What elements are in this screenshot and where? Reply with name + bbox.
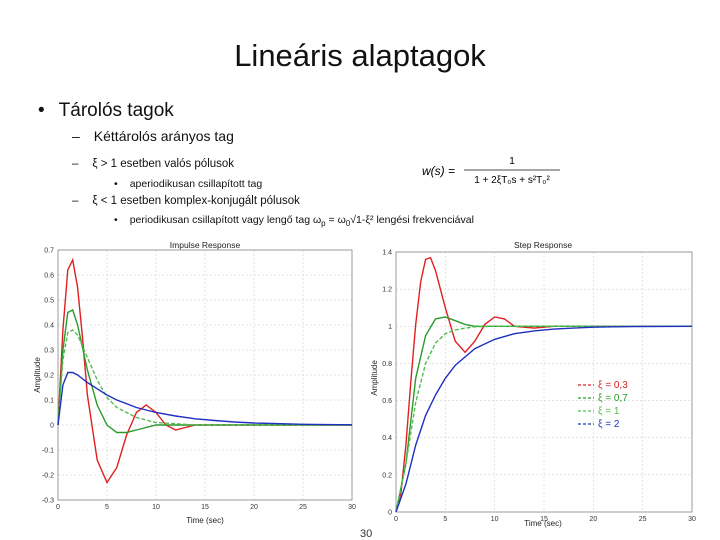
y-tick-label: -0.1: [42, 448, 54, 455]
y-tick-label: 0.8: [382, 361, 392, 368]
x-tick-label: 25: [639, 516, 647, 523]
transfer-function-formula: w(s) = 1 1 + 2ξT₀s + s²T₀²: [422, 156, 560, 186]
impulse-response-chart: Impulse Response 0 5 10 15 20 25 30 -0.3 -0.2 -0.…: [32, 238, 362, 528]
series-line-1: [57, 257, 352, 484]
y-tick-label: 0.4: [382, 435, 392, 442]
bullet-level4-b: • periodikusan csillapított vagy lengő ta…: [114, 214, 474, 228]
y-tick-label: 0.2: [44, 373, 54, 380]
legend-label: ξ = 2: [598, 419, 620, 430]
x-tick-label: 0: [394, 516, 398, 523]
bullet-level4-b-sub-0: 0: [345, 219, 351, 229]
tick-labels: 0 5 10 15 20 25 30 -0.3 -0.2 -0.1 0 0.1 0.2 0.3 0.4 0.5…: [42, 248, 356, 512]
x-tick-label: 30: [348, 504, 356, 511]
dash-marker: –: [72, 158, 79, 170]
bullet-level3-b: – ξ < 1 esetben komplex-konjugált pólusok: [72, 195, 300, 207]
bullet-dot: •: [114, 178, 118, 190]
formula-denominator: 1 + 2ξT₀s + s²T₀²: [474, 175, 550, 186]
bullet-level1: • Tárolós tagok: [38, 100, 174, 122]
y-tick-label: -0.2: [42, 473, 54, 480]
x-tick-label: 10: [491, 516, 499, 523]
y-axis-label: Amplitude: [33, 357, 42, 393]
series-line-4: [57, 371, 353, 426]
x-tick-label: 15: [540, 516, 548, 523]
x-tick-label: 20: [589, 516, 597, 523]
y-axis-label: Amplitude: [370, 360, 379, 396]
series-lines: [57, 257, 353, 484]
x-tick-label: 30: [688, 516, 696, 523]
y-tick-label: 0: [50, 423, 54, 430]
x-tick-label: 5: [105, 504, 109, 511]
y-tick-label: -0.3: [42, 498, 54, 505]
bullet-level4-b-text-a: periodikusan csillapított vagy lengő tag…: [129, 214, 322, 226]
bullet-level3-a: – ξ > 1 esetben valós pólusok: [72, 158, 234, 170]
bullet-level4-a-text: aperiodikusan csillapított tag: [129, 178, 263, 190]
bullet-level4-b-sub-p: p: [321, 219, 326, 229]
legend-label: ξ = 0,3: [598, 380, 628, 391]
y-tick-label: 1.2: [382, 287, 392, 294]
series-line-2: [57, 309, 352, 434]
page-number: 30: [360, 528, 373, 540]
bullet-dot: •: [38, 100, 45, 121]
x-tick-label: 25: [299, 504, 307, 511]
series-line-3: [395, 325, 692, 513]
series-line-1: [395, 256, 692, 513]
x-tick-label: 20: [250, 504, 258, 511]
x-tick-label: 15: [201, 504, 209, 511]
y-tick-label: 1: [388, 324, 392, 331]
tick-labels: 0 5 10 15 20 25 30 0 0.2 0.4 0.6 0.8 1 1.2 1.4: [382, 250, 696, 524]
bullet-level2: – Kéttárolós arányos tag: [72, 128, 234, 144]
series-line-3: [57, 329, 352, 426]
y-tick-label: 0.1: [44, 398, 54, 405]
legend-label: ξ = 0,7: [598, 393, 628, 404]
bullet-level4-b-text-c: = ω: [325, 214, 346, 226]
y-tick-label: 0.7: [44, 248, 54, 255]
slide-title: Lineáris alaptagok: [234, 38, 486, 73]
y-tick-label: 0.2: [382, 472, 392, 479]
x-axis-label: Time (sec): [524, 519, 562, 528]
legend: ξ = 0,3 ξ = 0,7 ξ = 1 ξ = 2: [578, 380, 628, 430]
y-tick-label: 0.6: [382, 398, 392, 405]
y-tick-label: 0.5: [44, 298, 54, 305]
chart-title: Step Response: [514, 240, 572, 250]
y-tick-label: 0.6: [44, 273, 54, 280]
legend-label: ξ = 1: [598, 406, 620, 417]
bullet-level1-text: Tárolós tagok: [58, 100, 174, 121]
formula-lhs: w(s) =: [422, 164, 455, 178]
dash-marker: –: [72, 195, 79, 207]
y-tick-label: 0: [388, 510, 392, 517]
bullet-level3-b-text: ξ < 1 esetben komplex-konjugált pólusok: [92, 195, 300, 207]
x-tick-label: 10: [152, 504, 160, 511]
bullet-level4-a: • aperiodikusan csillapított tag: [114, 178, 262, 190]
x-tick-label: 5: [443, 516, 447, 523]
y-tick-label: 0.3: [44, 348, 54, 355]
step-response-chart: Step Response 0 5 10 15 20 25 30 0 0.2 0.4 0.6 0.8 1…: [368, 238, 702, 528]
series-lines: [395, 256, 693, 513]
bullet-level2-text: Kéttárolós arányos tag: [93, 128, 234, 144]
bullet-level3-a-text: ξ > 1 esetben valós pólusok: [92, 158, 235, 170]
bullet-dot: •: [114, 214, 118, 226]
series-line-4: [395, 325, 693, 513]
bullet-level4-b-text-e: √1-ξ² lengési frekvenciával: [350, 214, 474, 226]
plot-frame: [395, 251, 693, 513]
y-tick-label: 0.4: [44, 323, 54, 330]
x-tick-label: 0: [56, 504, 60, 511]
formula-numerator: 1: [509, 156, 515, 167]
plot-frame: [57, 249, 353, 501]
dash-marker: –: [72, 128, 80, 144]
x-axis-label: Time (sec): [186, 516, 224, 525]
chart-title: Impulse Response: [170, 240, 241, 250]
y-tick-label: 1.4: [382, 250, 392, 257]
